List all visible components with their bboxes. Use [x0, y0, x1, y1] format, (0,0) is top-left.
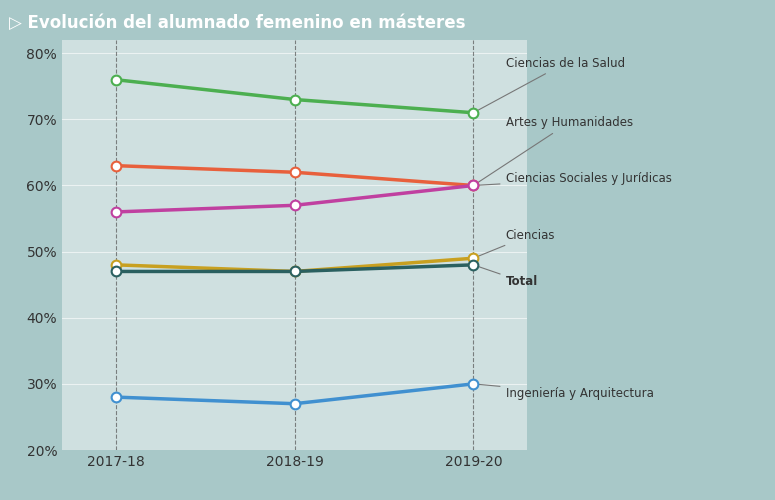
Text: Ciencias de la Salud: Ciencias de la Salud: [476, 56, 625, 112]
Text: Total: Total: [476, 266, 538, 288]
Text: Artes y Humanidades: Artes y Humanidades: [476, 116, 632, 184]
Text: Ciencias Sociales y Jurídicas: Ciencias Sociales y Jurídicas: [476, 172, 671, 186]
Text: Ingeniería y Arquitectura: Ingeniería y Arquitectura: [476, 384, 653, 400]
Text: Ciencias: Ciencias: [476, 228, 555, 257]
Text: ▷ Evolución del alumnado femenino en másteres: ▷ Evolución del alumnado femenino en más…: [9, 14, 466, 32]
